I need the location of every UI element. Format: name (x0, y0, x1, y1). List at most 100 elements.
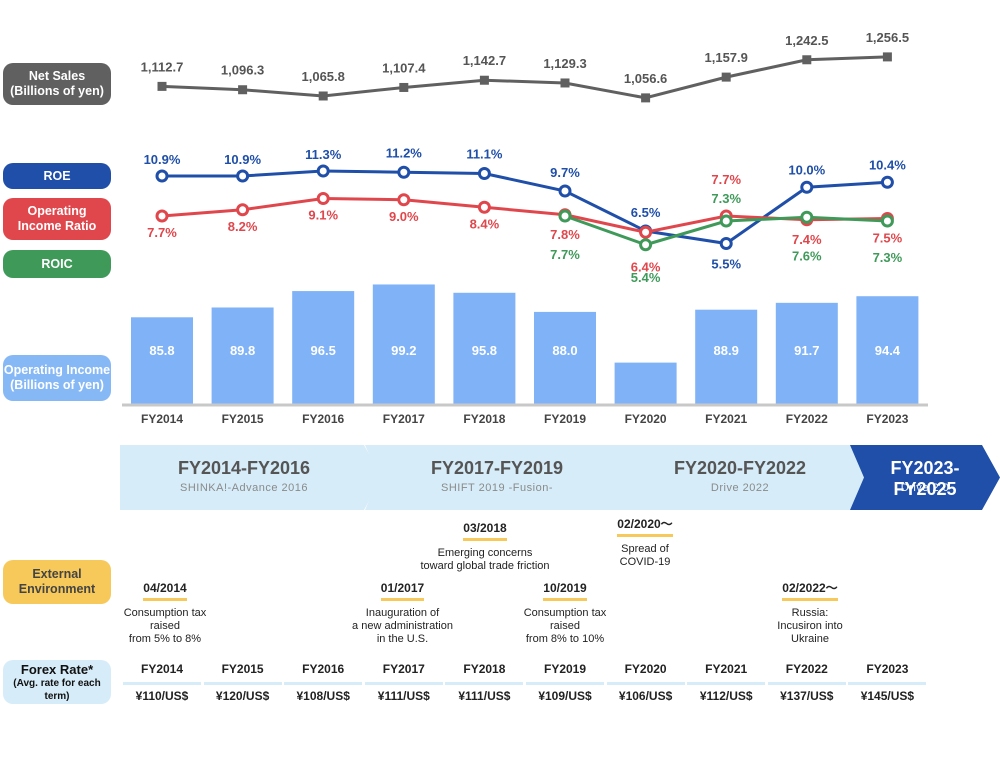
net-sales-value-label: 1,142.7 (463, 53, 506, 68)
forex-year: FY2014 (140, 662, 184, 676)
event-date: 02/2022～ (782, 582, 838, 601)
period-arrow-shape (850, 445, 1000, 510)
net-sales-value-label: 1,056.6 (624, 71, 667, 86)
operating-income-ratio-point (477, 200, 491, 214)
forex-rate: ¥111/US$ (458, 689, 511, 703)
operating-income-ratio-point (236, 203, 250, 217)
event-date: 03/2018 (463, 522, 507, 541)
net-sales-point (157, 81, 167, 91)
bar-operating-income (614, 362, 677, 405)
net-sales-point (802, 55, 812, 65)
bar-operating-income (211, 307, 274, 405)
forex-year: FY2019 (543, 662, 587, 676)
forex-rate: ¥108/US$ (296, 689, 350, 703)
roe-value-label: 11.3% (305, 147, 342, 162)
net-sales-point (721, 72, 731, 82)
roe-value-label: 10.9% (144, 152, 181, 167)
forex-rate-label: Forex Rate* (Avg. rate for each term) (3, 660, 111, 704)
roe-value-label: 10.9% (224, 152, 261, 167)
forex-cell: FY2018 ¥111/US$ (445, 662, 524, 703)
x-tick-label: FY2022 (786, 412, 828, 426)
bar-value-label: 91.7 (794, 343, 819, 358)
forex-year: FY2021 (705, 662, 748, 676)
bar-operating-income (372, 284, 435, 405)
forex-year: FY2018 (463, 662, 506, 676)
roe-value-label: 10.0% (788, 162, 825, 177)
bar-value-label: 88.0 (552, 343, 577, 358)
bar-value-label: 96.5 (311, 343, 336, 358)
roe-point (397, 165, 411, 179)
roic-label: ROIC (3, 250, 111, 278)
event-date: 04/2014 (143, 582, 187, 601)
external-event: 02/2020～ Spread of COVID-19 (595, 518, 695, 569)
event-date: 10/2019 (543, 582, 587, 601)
operating-income-ratio-point (639, 225, 653, 239)
operating-income-ratio-point (155, 209, 169, 223)
event-text: Emerging concerns toward global trade fr… (420, 547, 550, 572)
external-event: 04/2014 Consumption tax raised from 5% to… (100, 582, 230, 646)
net-sales-value-label: 1,065.8 (302, 69, 345, 84)
forex-divider (445, 682, 524, 685)
external-event: 03/2018 Emerging concerns toward global t… (415, 522, 555, 573)
forex-rate: ¥112/US$ (699, 689, 753, 703)
bar-operating-income (453, 292, 516, 405)
bar-operating-income (131, 317, 193, 405)
period-title: FY2014-FY2016 (177, 458, 311, 478)
bar-operating-income (695, 309, 758, 405)
event-text: Consumption tax raised from 5% to 8% (123, 607, 207, 645)
period-title: FY2023-FY2025 (890, 458, 960, 499)
period-arrow-shape (120, 445, 382, 510)
period-subtitle: Drive 2.0 (900, 482, 950, 494)
roe-point (155, 169, 169, 183)
roe-value-label: 10.4% (869, 157, 906, 172)
roic-point (639, 238, 653, 252)
net-sales-point (882, 52, 892, 62)
net-sales-label: Net Sales (Billions of yen) (3, 63, 111, 105)
performance-chart: 85.8 89.8 96.5 99.2 95.8 88.0 67.3 88.9 91.7 94.4… (122, 30, 928, 426)
x-tick-label: FY2020 (625, 412, 667, 426)
net-sales-point (318, 91, 328, 101)
x-tick-label: FY2016 (302, 412, 344, 426)
bar-value-label: 94.4 (875, 343, 901, 358)
plan-period: FY2014-FY2016 SHINKA!-Advance 2016 (120, 445, 382, 510)
forex-divider (203, 682, 282, 685)
operating-income-label: Operating Income (Billions of yen) (3, 355, 111, 401)
forex-divider (687, 682, 766, 685)
bar-value-label: 85.8 (149, 343, 174, 358)
forex-cell: FY2021 ¥112/US$ (687, 662, 766, 703)
roe-point (800, 180, 814, 194)
roe-value-label: 9.7% (550, 165, 580, 180)
net-sales-point (479, 75, 489, 85)
operating-income-ratio-point (316, 192, 330, 205)
bar-value-label: 95.8 (472, 343, 497, 358)
x-tick-label: FY2018 (463, 412, 505, 426)
operating-income-ratio-value-label: 8.4% (470, 216, 500, 231)
forex-rate: ¥106/US$ (618, 689, 673, 703)
forex-year: FY2020 (624, 662, 667, 676)
period-title: FY2017-FY2019 (430, 458, 564, 478)
forex-rate: ¥145/US$ (860, 689, 915, 703)
operating-income-ratio-line (161, 196, 888, 234)
forex-divider (606, 682, 685, 685)
roe-point (477, 167, 491, 180)
forex-cell: FY2016 ¥108/US$ (284, 662, 363, 703)
forex-divider (526, 682, 604, 685)
roic-point (800, 210, 814, 224)
period-arrow-shape (611, 445, 869, 510)
bar-operating-income (534, 311, 596, 405)
operating-income-ratio-value-label: 7.8% (550, 227, 580, 242)
roe-point (236, 169, 250, 183)
forex-cell: FY2019 ¥109/US$ (526, 662, 604, 703)
operating-income-ratio-value-label: 9.0% (389, 209, 419, 224)
forex-divider (364, 682, 443, 685)
forex-cell: FY2015 ¥120/US$ (203, 662, 282, 703)
roe-value-label: 11.1% (466, 147, 503, 162)
forex-divider (123, 682, 201, 685)
forex-rate: ¥120/US$ (215, 689, 270, 703)
period-subtitle: SHIFT 2019 -Fusion- (440, 482, 553, 494)
forex-rate: ¥110/US$ (135, 689, 189, 703)
operating-income-ratio-value-label: 7.7% (711, 172, 741, 187)
operating-income-ratio-value-label: 6.4% (631, 259, 661, 274)
event-text: Spread of COVID-19 (619, 543, 671, 568)
forex-rate: ¥109/US$ (538, 689, 592, 703)
